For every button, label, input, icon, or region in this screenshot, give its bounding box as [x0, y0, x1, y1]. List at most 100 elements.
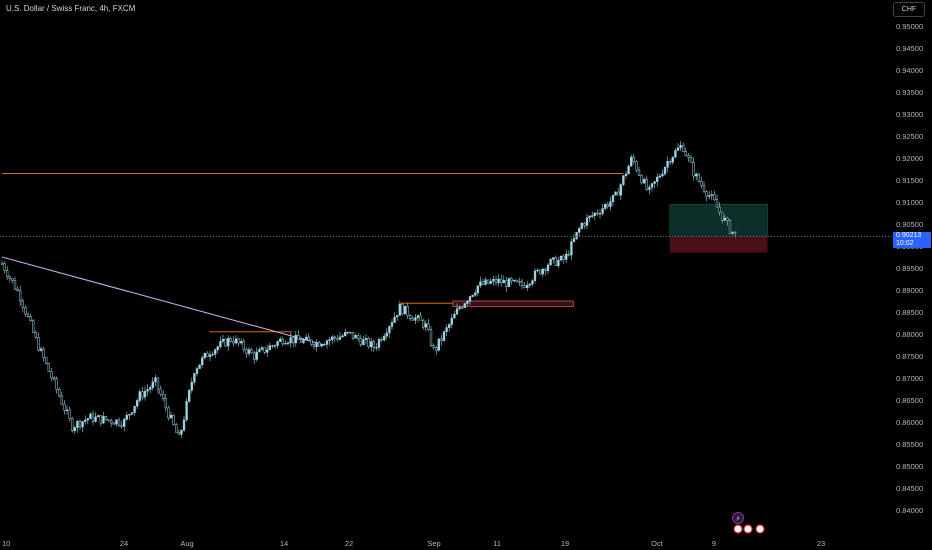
price-tick-label: 0.86500	[896, 396, 923, 405]
candle-body	[302, 339, 305, 343]
candle-body	[94, 416, 97, 422]
time-tick-label: Oct	[651, 539, 664, 548]
candle-body	[250, 349, 253, 354]
us-flag-icon[interactable]	[733, 524, 743, 534]
candle-body	[224, 339, 227, 347]
candle-body	[133, 405, 136, 413]
candles-layer	[0, 140, 737, 438]
price-tick-label: 0.93000	[896, 110, 923, 119]
candle-body	[518, 281, 521, 283]
candle-body	[177, 432, 180, 435]
event-flag-icon[interactable]	[743, 524, 753, 534]
candle-body	[702, 184, 706, 192]
candle-body	[583, 223, 586, 226]
lightning-icon[interactable]	[732, 512, 744, 524]
candle-body	[216, 346, 219, 350]
candle-body	[242, 341, 245, 350]
candle-body	[731, 231, 734, 234]
candle-body	[162, 393, 165, 399]
candle-body	[474, 292, 477, 296]
time-tick-label: 14	[280, 539, 288, 548]
candle-body	[728, 220, 732, 234]
candle-body	[34, 331, 37, 338]
time-tick-label: Aug	[180, 539, 193, 548]
candle-body	[318, 342, 321, 347]
price-tick-label: 0.93500	[896, 88, 923, 97]
candle-body	[466, 301, 469, 304]
candle-body	[55, 378, 58, 390]
candle-body	[648, 186, 651, 190]
candle-body	[695, 173, 698, 177]
candle-body	[630, 156, 633, 167]
candle-body	[669, 161, 672, 163]
candle-body	[206, 352, 209, 357]
candle-body	[107, 419, 110, 421]
candle-body	[448, 324, 451, 328]
candle-body	[455, 308, 459, 315]
candle-body	[99, 415, 102, 424]
candle-body	[692, 161, 695, 177]
loss-zone[interactable]	[669, 236, 768, 253]
candle-body	[604, 204, 607, 209]
candle-body	[658, 175, 661, 178]
candle-body	[84, 419, 87, 422]
candle-body	[315, 342, 318, 348]
price-tick-label: 0.88500	[896, 308, 923, 317]
candle-body	[29, 316, 32, 321]
candle-body	[193, 373, 196, 383]
candle-body	[102, 415, 105, 424]
candle-body	[136, 400, 139, 407]
candle-body	[263, 347, 266, 353]
candle-body	[671, 156, 674, 163]
candle-body	[632, 156, 635, 162]
candle-body	[687, 155, 690, 158]
candle-body	[663, 167, 667, 175]
candle-body	[37, 336, 40, 351]
trend-line[interactable]	[1, 256, 325, 346]
price-tick-label: 0.84500	[896, 484, 923, 493]
time-tick-label: 22	[345, 539, 353, 548]
candle-body	[185, 401, 188, 421]
candle-body	[128, 414, 131, 416]
candle-body	[520, 281, 524, 287]
candle-body	[487, 279, 490, 284]
price-tick-label: 0.86000	[896, 418, 923, 427]
candle-body	[429, 329, 433, 346]
candle-body	[370, 341, 373, 348]
candle-body	[86, 418, 89, 421]
event-flag-icon[interactable]	[755, 524, 765, 534]
candle-body	[723, 217, 726, 221]
candle-body	[71, 418, 74, 432]
candle-body	[240, 341, 243, 344]
candle-body	[375, 347, 378, 349]
candle-body	[190, 381, 193, 391]
candle-body	[539, 269, 542, 275]
supply-zone[interactable]	[452, 300, 574, 308]
symbol-title[interactable]: U.S. Dollar / Swiss Franc, 4h, FXCM	[6, 4, 136, 13]
candle-body	[427, 323, 430, 330]
candle-body	[544, 268, 547, 271]
candle-body	[8, 276, 11, 279]
events-markers[interactable]: ⚡	[732, 512, 765, 534]
candle-body	[414, 317, 417, 321]
last-price-value: 0.90213	[896, 232, 922, 239]
candle-body	[442, 331, 446, 341]
candle-body	[76, 420, 79, 428]
candle-body	[676, 147, 680, 151]
candle-body	[492, 278, 495, 282]
candle-body	[299, 339, 303, 343]
price-tick-label: 0.90500	[896, 220, 923, 229]
price-tick-label: 0.92000	[896, 154, 923, 163]
candle-body	[141, 391, 144, 398]
candle-body	[294, 334, 297, 344]
candle-body	[531, 280, 534, 285]
candle-body	[211, 354, 214, 356]
candle-body	[154, 377, 157, 383]
time-axis[interactable]: 10 24 Aug 14 22 Sep 11 19 Oct 9 23	[2, 539, 825, 548]
currency-button[interactable]: CHF	[893, 2, 925, 17]
candle-body	[653, 181, 656, 184]
candle-body	[354, 334, 357, 339]
candle-body	[214, 349, 217, 355]
price-axis[interactable]: 0.95000 0.94500 0.94000 0.93500 0.93000 0.925…	[896, 22, 923, 515]
